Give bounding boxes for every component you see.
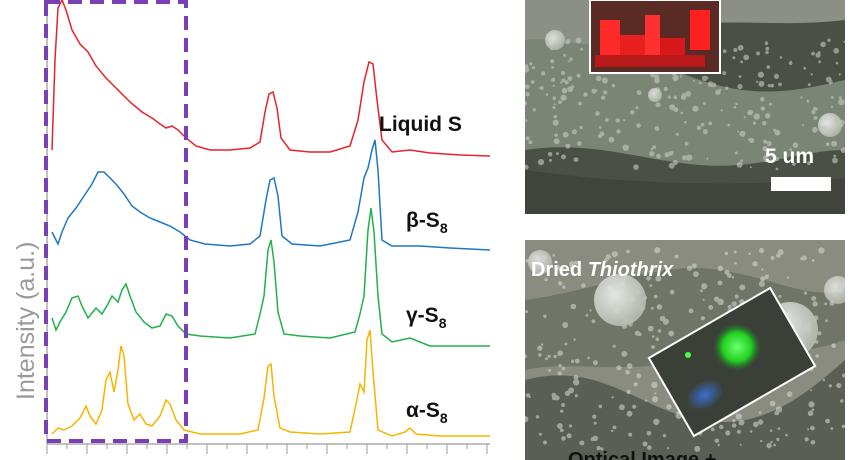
x-axis-ticks	[46, 444, 488, 454]
bottom-micrograph: Dried Thiothrix Optical Image +	[525, 240, 845, 460]
spectrum-liquid-s	[51, 0, 491, 157]
spectrum-alpha-s8	[51, 329, 490, 437]
bottom-caption: Optical Image +	[568, 449, 716, 460]
spectra-plot: Intensity (a.u.) Liquid S β-S8 γ-S8 α-S8	[12, 0, 491, 454]
spectrum-gamma-s8	[51, 207, 490, 347]
y-axis-label: Intensity (a.u.)	[12, 242, 40, 400]
scale-bar	[771, 177, 831, 191]
scale-bar-label: 5 um	[765, 145, 814, 168]
bottom-image-caption: Dried Thiothrix	[531, 259, 674, 281]
label-alpha-s8: α-S8	[406, 399, 448, 426]
spectrum-beta-s8	[51, 139, 491, 251]
label-beta-s8: β-S8	[406, 209, 448, 236]
top-micrograph: 5 um	[525, 0, 845, 214]
highlight-box	[44, 0, 188, 443]
label-gamma-s8: γ-S8	[406, 304, 447, 331]
label-liquid-s: Liquid S	[379, 113, 462, 136]
